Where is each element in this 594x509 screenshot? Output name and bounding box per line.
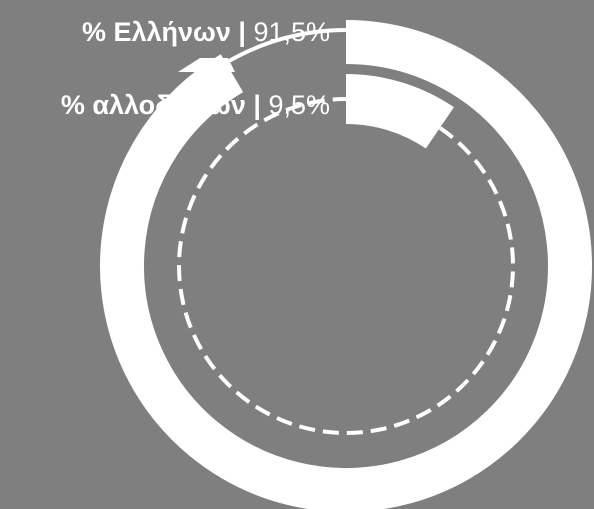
label-name-foreigners: % αλλοδαπών	[60, 90, 246, 120]
rings-group	[100, 20, 592, 509]
ring-inner-remainder-dashed	[177, 97, 515, 435]
label-separator-foreigners: |	[245, 90, 269, 120]
leader-marker-greeks	[178, 58, 235, 72]
label-value-foreigners: 9,5%	[268, 90, 330, 120]
ring-outer-arc-greeks	[100, 20, 592, 509]
label-separator-greeks: |	[230, 17, 254, 47]
label-name-greeks: % Ελλήνων	[81, 17, 231, 47]
label-value-greeks: 91,5%	[253, 17, 330, 47]
data-label-foreigners: % αλλοδαπών | 9,5%	[61, 89, 330, 121]
ring-inner-arc-foreigners	[345, 74, 454, 149]
data-label-greeks: % Ελλήνων | 91,5%	[82, 16, 330, 48]
ring-outer-remainder	[224, 28, 347, 65]
